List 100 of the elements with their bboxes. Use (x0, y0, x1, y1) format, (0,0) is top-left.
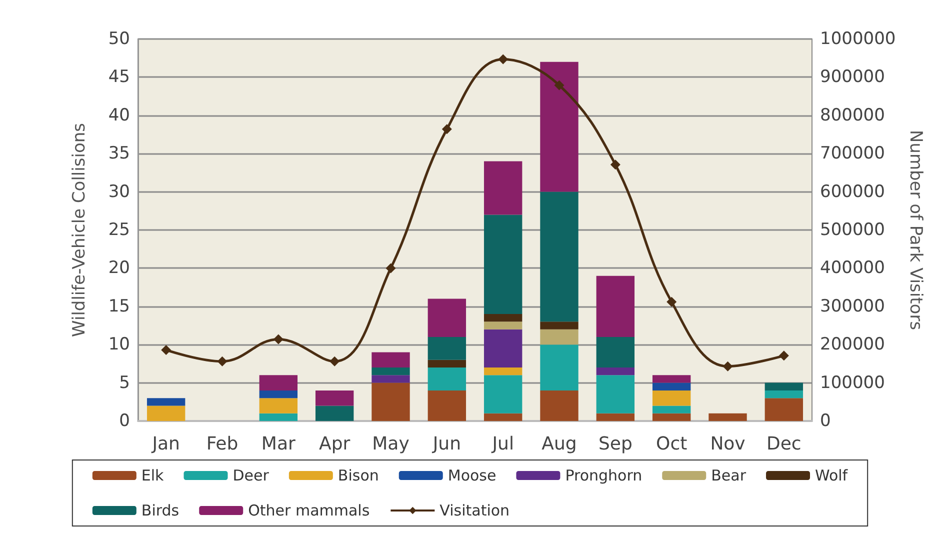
bar (259, 390, 298, 398)
y-axis-title: Wildlife-Vehicle Collisions (70, 122, 90, 337)
legend-label: Deer (232, 466, 270, 484)
point (610, 160, 620, 170)
x-tick-label: Jun (432, 434, 461, 454)
y-tick-label: 5 (119, 372, 130, 393)
y-tick-label: 20 (108, 258, 130, 278)
y2-axis-title: Number of Park Visitors (906, 130, 926, 330)
point (161, 344, 172, 355)
x-tick-label: Nov (710, 434, 746, 454)
point (273, 334, 284, 344)
bar (764, 398, 804, 421)
y2-tick-label: 600000 (820, 182, 885, 202)
bar (428, 368, 466, 390)
point (217, 356, 228, 366)
bar (596, 336, 635, 368)
point (498, 54, 508, 64)
x-tick-label: Mar (261, 434, 296, 454)
x-tick-label: Apr (319, 434, 351, 454)
bar (596, 413, 635, 421)
y2-tick-label: 500000 (820, 220, 885, 240)
y-tick-label: 0 (119, 411, 130, 431)
bar (652, 413, 691, 421)
legend-label: Other mammals (248, 502, 370, 520)
y2-tick-label: 700000 (820, 144, 885, 164)
bar (596, 368, 635, 376)
x-tick-label: Jan (151, 434, 180, 454)
point (330, 356, 340, 366)
bar (372, 368, 410, 376)
bar (484, 413, 522, 421)
bar (484, 314, 522, 322)
legend-label: Bear (711, 466, 747, 484)
legend-label: Elk (141, 466, 164, 484)
legend-label: Pronghorn (565, 466, 642, 484)
x-tick-label: Jul (491, 434, 514, 454)
y-tick-label: 25 (108, 220, 130, 240)
bar (372, 352, 410, 368)
legend-label: Wolf (815, 466, 848, 484)
point (554, 80, 564, 90)
y2-tick-label: 100000 (820, 372, 885, 393)
bar (484, 368, 522, 376)
bar (428, 390, 466, 421)
bar (484, 375, 522, 414)
y2-tick-label: 200000 (820, 334, 885, 355)
y-tick-label: 10 (108, 334, 130, 355)
bar (540, 192, 578, 322)
bar (315, 390, 354, 406)
y-tick-label: 35 (108, 144, 130, 164)
point (386, 263, 396, 274)
legend-label: Birds (141, 502, 180, 520)
bar (596, 276, 635, 337)
y-tick-label: 45 (108, 67, 130, 88)
legend-label: Bison (338, 466, 379, 484)
bar (652, 375, 691, 383)
x-tick-label: Dec (766, 434, 802, 454)
y2-tick-label: 900000 (820, 67, 885, 88)
bar (372, 375, 410, 383)
bar (315, 406, 354, 421)
legend-label: Moose (448, 466, 496, 484)
bar (259, 375, 298, 390)
bar (540, 322, 578, 330)
x-tick-label: Sep (598, 434, 632, 454)
bar (428, 360, 466, 368)
bar (428, 298, 466, 337)
y2-tick-label: 800000 (820, 105, 885, 126)
bar (259, 413, 298, 421)
bar (764, 382, 804, 390)
x-tick-label: Feb (206, 434, 238, 454)
bar (652, 382, 691, 390)
bar (708, 413, 747, 421)
bar (540, 390, 578, 421)
bar (652, 406, 691, 414)
bar (372, 382, 410, 421)
bar (484, 214, 522, 314)
y-tick-label: 15 (108, 296, 130, 316)
bar (146, 398, 186, 406)
y2-tick-label: 300000 (820, 296, 885, 316)
y2-tick-label: 400000 (820, 258, 885, 278)
x-tick-label: Oct (656, 434, 688, 454)
bar (484, 161, 522, 215)
bar (146, 406, 186, 421)
x-tick-label: Aug (542, 434, 577, 454)
bar (540, 329, 578, 345)
bar (484, 329, 522, 368)
bar (540, 62, 578, 192)
y2-tick-label: 1000000 (820, 29, 896, 49)
bar (428, 336, 466, 360)
y-tick-label: 40 (108, 105, 130, 126)
y-tick-label: 30 (108, 182, 130, 202)
bar (259, 398, 298, 414)
point (778, 350, 789, 361)
bar (652, 390, 691, 406)
x-tick-label: May (372, 434, 410, 454)
bar (764, 390, 804, 398)
bar (540, 344, 578, 390)
legend-label: Visitation (440, 502, 510, 520)
bar (484, 322, 522, 330)
point (722, 361, 733, 372)
bar (596, 375, 635, 414)
y2-tick-label: 0 (820, 411, 831, 431)
